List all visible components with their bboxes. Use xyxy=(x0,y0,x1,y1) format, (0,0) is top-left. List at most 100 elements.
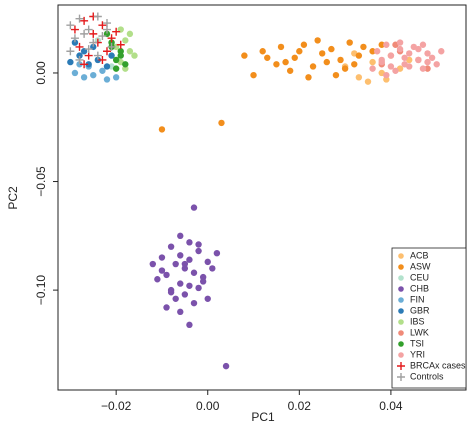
point xyxy=(204,258,211,266)
legend-marker xyxy=(398,341,404,347)
point xyxy=(70,34,79,43)
point xyxy=(93,51,102,60)
point xyxy=(98,32,107,41)
point xyxy=(415,45,422,53)
point xyxy=(131,52,138,59)
point xyxy=(75,14,84,23)
point xyxy=(89,38,98,47)
point xyxy=(190,299,198,307)
x-tick-label: 0.00 xyxy=(196,399,220,413)
point xyxy=(84,25,93,34)
point xyxy=(286,67,294,74)
point xyxy=(80,16,89,25)
point xyxy=(438,48,445,55)
point xyxy=(107,34,116,43)
point xyxy=(401,61,408,68)
point xyxy=(112,65,120,72)
point xyxy=(76,52,83,59)
point xyxy=(424,58,431,66)
point xyxy=(84,45,93,54)
point xyxy=(80,74,88,81)
point xyxy=(341,65,349,72)
point xyxy=(80,60,89,69)
point xyxy=(181,291,189,298)
point xyxy=(66,21,75,30)
point xyxy=(204,295,211,302)
point xyxy=(167,289,175,296)
point xyxy=(291,54,298,61)
point xyxy=(181,260,189,268)
point xyxy=(103,76,111,83)
legend-label: IBS xyxy=(410,316,425,326)
point xyxy=(264,54,271,61)
point xyxy=(323,58,330,66)
point xyxy=(102,47,111,56)
point xyxy=(195,247,202,255)
legend-label: LWK xyxy=(410,327,429,337)
point xyxy=(103,63,111,70)
point xyxy=(112,27,121,36)
point xyxy=(309,63,317,70)
point xyxy=(378,41,385,48)
point xyxy=(67,58,74,66)
point xyxy=(296,48,303,55)
point xyxy=(355,52,363,59)
point xyxy=(369,65,376,72)
point xyxy=(112,74,120,81)
point xyxy=(98,21,107,30)
point xyxy=(319,50,326,57)
point xyxy=(177,252,184,259)
point xyxy=(387,63,395,70)
point xyxy=(186,321,193,329)
point xyxy=(112,56,120,64)
legend-label: CEU xyxy=(410,272,429,282)
y-tick-label: −0.05 xyxy=(34,166,48,197)
point xyxy=(369,58,376,66)
point xyxy=(355,74,363,81)
legend-label: YRI xyxy=(410,349,425,359)
legend-marker xyxy=(398,308,404,314)
x-axis-label: PC1 xyxy=(251,410,275,424)
point xyxy=(93,12,102,21)
point xyxy=(107,42,116,51)
point xyxy=(332,71,340,79)
point xyxy=(177,308,184,316)
point xyxy=(213,249,221,257)
x-tick-label: 0.04 xyxy=(379,399,403,413)
x-tick-label: −0.02 xyxy=(101,399,132,413)
x-tick-label: 0.02 xyxy=(288,399,312,413)
y-tick-label: −0.10 xyxy=(34,275,48,306)
point xyxy=(154,276,161,283)
point xyxy=(186,256,193,263)
point xyxy=(172,260,179,268)
point xyxy=(424,65,431,72)
point xyxy=(158,254,166,261)
point xyxy=(387,52,395,59)
point xyxy=(364,78,372,85)
point xyxy=(396,45,404,53)
point xyxy=(406,50,413,57)
y-axis-label: PC2 xyxy=(6,186,20,210)
legend-label: CHB xyxy=(410,283,429,293)
point xyxy=(122,37,129,44)
point xyxy=(172,295,179,302)
point xyxy=(360,43,367,51)
point xyxy=(70,25,79,34)
point xyxy=(383,41,390,48)
legend-label: ACB xyxy=(410,250,429,260)
point xyxy=(80,29,89,38)
point xyxy=(369,48,376,55)
point xyxy=(378,56,385,64)
plot-frame xyxy=(57,4,467,391)
legend-marker xyxy=(398,297,404,303)
point xyxy=(99,67,106,74)
point xyxy=(273,61,280,68)
point xyxy=(75,55,84,64)
point xyxy=(71,69,79,77)
legend-marker xyxy=(397,373,405,381)
point xyxy=(383,71,390,79)
point xyxy=(346,39,353,46)
point xyxy=(259,48,266,55)
legend-marker xyxy=(398,319,404,325)
point xyxy=(222,362,230,370)
